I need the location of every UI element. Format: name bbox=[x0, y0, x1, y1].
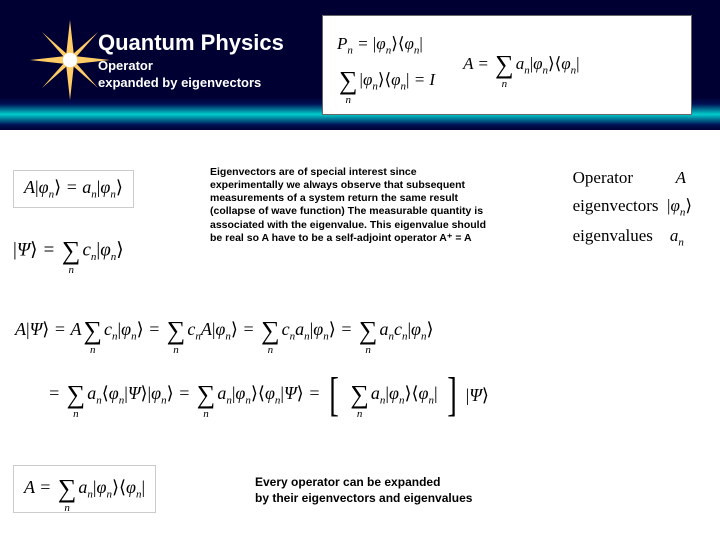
eq-derivation-line2: = ∑nan⟨φn|Ψ⟩|φn⟩ = ∑nan|φn⟩⟨φn|Ψ⟩ = [ ∑n… bbox=[48, 380, 489, 410]
eq-final-result: A = ∑nan|φn⟩⟨φn| bbox=[13, 465, 156, 513]
label-eigenvalues: eigenvalues bbox=[573, 226, 653, 245]
slide-header: Quantum Physics Operator expanded by eig… bbox=[0, 0, 720, 130]
footer-text: Every operator can be expandedby their e… bbox=[255, 475, 472, 506]
eq-operator-expansion: A = ∑nan|φn⟩⟨φn| bbox=[463, 50, 580, 80]
eq-projector: Pn = |φn⟩⟨φn| bbox=[337, 34, 435, 56]
slide-title: Quantum Physics bbox=[98, 30, 284, 56]
footer-line: Every operator can be expandedby their e… bbox=[255, 475, 472, 505]
description-text: Eigenvectors are of special interest sin… bbox=[210, 166, 490, 245]
label-eigenvectors: eigenvectors bbox=[573, 196, 659, 215]
label-operator: Operator bbox=[573, 168, 633, 187]
slide-content: A|φn⟩ = an|φn⟩ |Ψ⟩ = ∑ncn|φn⟩ Eigenvecto… bbox=[0, 130, 720, 540]
eq-psi-expansion: |Ψ⟩ = ∑ncn|φn⟩ bbox=[13, 236, 124, 266]
slide-subtitle-2: expanded by eigenvectors bbox=[98, 75, 284, 90]
top-equation-box: Pn = |φn⟩⟨φn| ∑n|φn⟩⟨φn| = I A = ∑nan|φn… bbox=[322, 15, 692, 115]
title-block: Quantum Physics Operator expanded by eig… bbox=[98, 30, 284, 90]
eq-completeness: ∑n|φn⟩⟨φn| = I bbox=[337, 66, 435, 96]
slide-subtitle-1: Operator bbox=[98, 58, 284, 73]
eq-derivation-line1: A|Ψ⟩ = A∑ncn|φn⟩ = ∑ncnA|φn⟩ = ∑ncnan|φn… bbox=[15, 316, 434, 346]
eq-eigenvalue: A|φn⟩ = an|φn⟩ bbox=[13, 170, 134, 208]
legend-labels: Operator A eigenvectors |φn⟩ eigenvalues… bbox=[573, 168, 692, 257]
